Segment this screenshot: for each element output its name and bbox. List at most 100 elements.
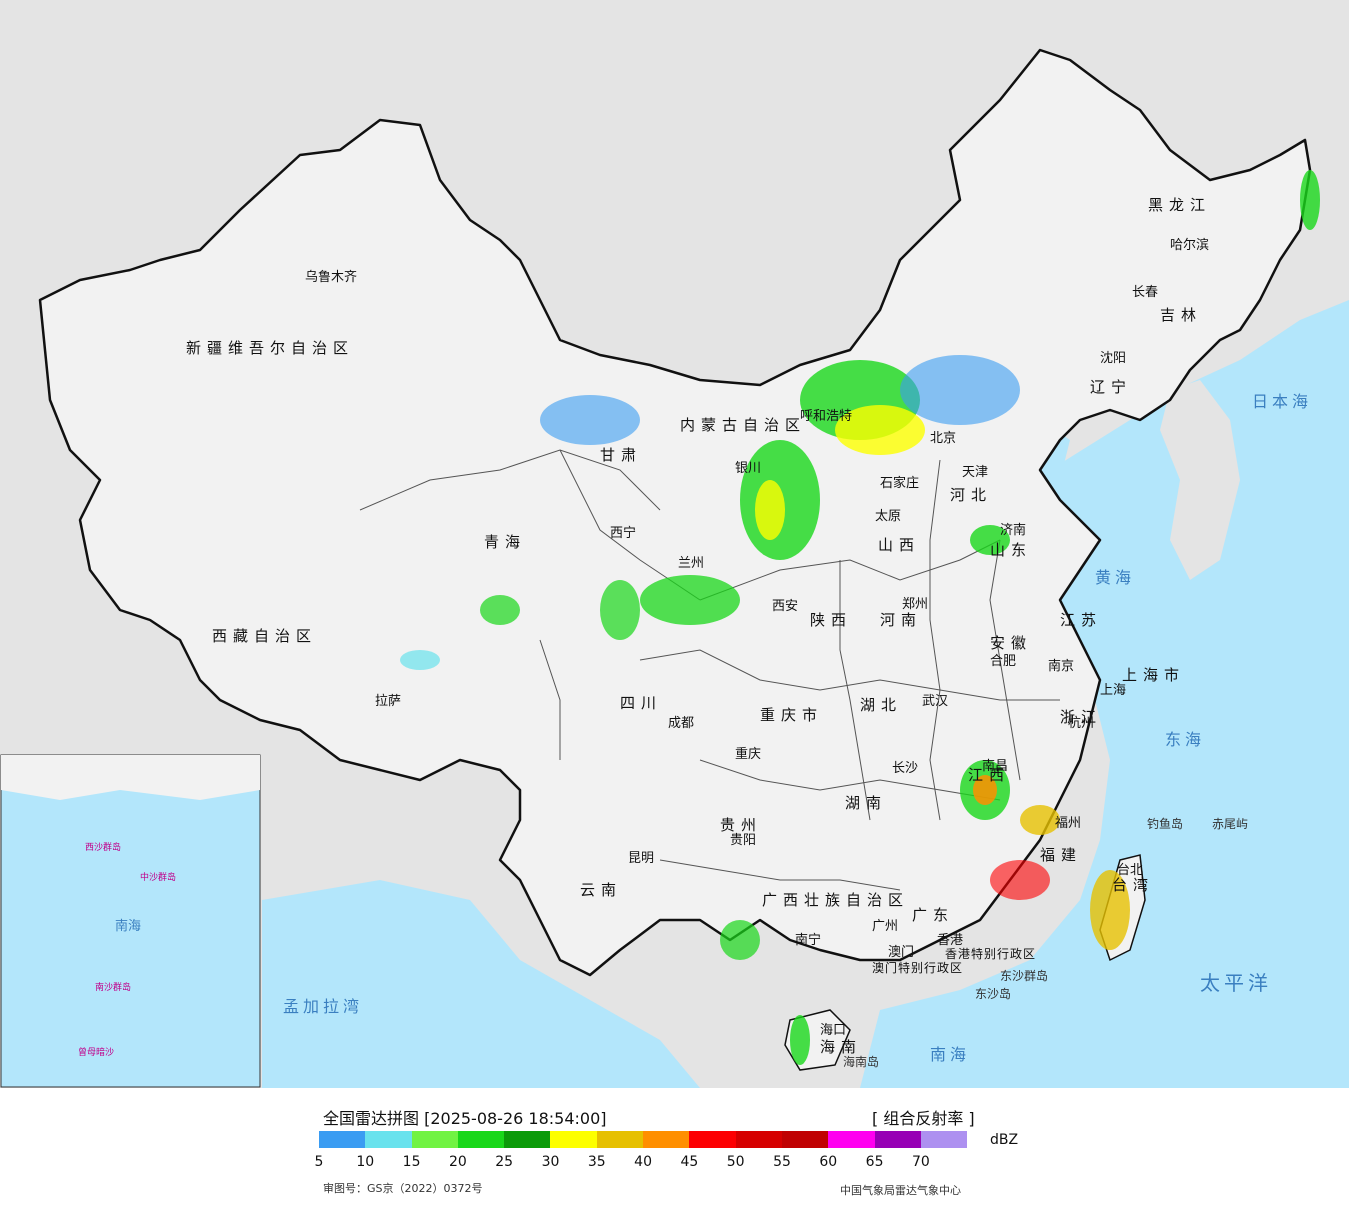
- city-fuzhou: 福州: [1055, 816, 1081, 831]
- label-hongkong: 香港特别行政区: [945, 946, 1036, 961]
- city-changsha: 长沙: [892, 761, 918, 776]
- city-nanjing: 南京: [1048, 658, 1074, 674]
- scale-swatch-12: [874, 1131, 921, 1148]
- island-labels: 钓鱼岛 赤尾屿 东沙群岛 东沙岛 海南岛: [843, 816, 1248, 1069]
- scale-swatch-13: [920, 1131, 968, 1148]
- scale-tick-label: 70: [911, 1154, 930, 1170]
- city-labels: 乌鲁木齐 拉萨 西宁 兰州 银川 呼和浩特 北京 天津 石家庄 太原 西安 郑州…: [305, 237, 1209, 1038]
- city-lanzhou: 兰州: [678, 556, 704, 571]
- scale-tick-label: 15: [402, 1154, 421, 1170]
- city-chengdu: 成都: [668, 716, 694, 731]
- scale-tick-label: 30: [541, 1154, 560, 1170]
- scale-tick-label: 50: [726, 1154, 745, 1170]
- city-nanchang: 南昌: [982, 758, 1008, 774]
- label-shandong: 山东: [990, 541, 1032, 559]
- south-china-sea-inset: 南海 中沙群岛 南沙群岛 西沙群岛 曾母暗沙: [0, 754, 261, 1088]
- scale-swatch-3: [457, 1131, 505, 1148]
- city-xining: 西宁: [610, 525, 636, 541]
- inset-nansha: 南沙群岛: [95, 981, 131, 993]
- sea-labels: 日本海 黄海 东海 太平洋 南海 孟加拉湾: [283, 392, 1312, 1064]
- label-macau: 澳门特别行政区: [872, 960, 963, 975]
- scale-swatch-11: [828, 1131, 875, 1148]
- label-zhejiang: 浙江: [1060, 708, 1102, 726]
- legend-panel: [0, 1088, 1349, 1208]
- city-macau: 澳门: [888, 944, 914, 960]
- island-diaoyu: 钓鱼岛: [1147, 816, 1183, 831]
- label-guangxi: 广西壮族自治区: [762, 891, 909, 909]
- city-shenyang: 沈阳: [1100, 351, 1126, 366]
- city-jinan: 济南: [1000, 522, 1026, 538]
- legend-title: 全国雷达拼图 [2025-08-26 18:54:00]: [323, 1109, 607, 1128]
- city-wuhan: 武汉: [922, 694, 948, 709]
- sea-east: 东海: [1165, 730, 1205, 749]
- city-chongqing: 重庆: [735, 746, 761, 762]
- label-taiwan: 台湾: [1112, 876, 1154, 894]
- scale-swatch-10: [781, 1131, 829, 1148]
- province-labels: 新疆维吾尔自治区 西藏自治区 青海 甘肃 内蒙古自治区 黑龙江 吉林 辽宁 河北…: [186, 196, 1211, 1056]
- inset-zhongsha: 中沙群岛: [140, 871, 176, 883]
- city-xian: 西安: [772, 599, 798, 614]
- label-jilin: 吉林: [1160, 306, 1202, 324]
- city-hongkong: 香港: [937, 933, 963, 948]
- label-shanxi: 山西: [878, 536, 920, 554]
- label-henan: 河南: [880, 611, 922, 629]
- city-hefei: 合肥: [990, 654, 1016, 669]
- scale-swatch-6: [596, 1131, 644, 1148]
- scale-swatch-7: [643, 1131, 690, 1148]
- city-hangzhou: 杭州: [1068, 716, 1094, 731]
- city-lhasa: 拉萨: [375, 694, 401, 709]
- label-hebei: 河北: [950, 486, 992, 504]
- city-kunming: 昆明: [628, 851, 654, 866]
- city-yinchuan: 银川: [735, 461, 761, 476]
- inset-sea-label: 南海: [115, 918, 141, 934]
- label-yunnan: 云南: [580, 881, 622, 899]
- label-gansu: 甘肃: [600, 446, 642, 464]
- island-chiwei: 赤尾屿: [1212, 817, 1248, 831]
- color-scale: [319, 1131, 968, 1148]
- island-dongsha-group: 东沙群岛: [1000, 968, 1048, 983]
- city-huhehaote: 呼和浩特: [800, 409, 852, 424]
- scale-tick-label: 5: [314, 1154, 324, 1170]
- city-beijing: 北京: [930, 431, 956, 446]
- city-shijiazhuang: 石家庄: [880, 475, 919, 491]
- label-hubei: 湖北: [860, 696, 902, 714]
- scale-swatch-4: [504, 1131, 551, 1148]
- city-shanghai: 上海: [1100, 683, 1126, 698]
- scale-swatch-2: [411, 1131, 458, 1148]
- label-sichuan: 四川: [620, 694, 662, 712]
- sea-japan: 日本海: [1252, 392, 1312, 411]
- label-hunan: 湖南: [845, 794, 887, 812]
- scale-tick-label: 35: [587, 1154, 606, 1170]
- source-label: 中国气象局雷达气象中心: [840, 1184, 961, 1197]
- city-taipei: 台北: [1117, 863, 1143, 878]
- label-neimenggu: 内蒙古自治区: [680, 416, 806, 434]
- label-anhui: 安徽: [990, 634, 1032, 652]
- label-heilongjiang: 黑龙江: [1148, 196, 1211, 214]
- sea-bengal: 孟加拉湾: [283, 997, 363, 1016]
- scale-tick-label: 40: [634, 1154, 652, 1170]
- city-tianjin: 天津: [962, 465, 988, 480]
- city-harbin: 哈尔滨: [1170, 237, 1209, 253]
- label-shaanxi: 陕西: [810, 611, 852, 629]
- label-hainan: 海南: [820, 1038, 862, 1056]
- scale-tick-label: 60: [819, 1154, 838, 1170]
- label-fujian: 福建: [1040, 846, 1082, 864]
- inset-zengmu: 曾母暗沙: [78, 1046, 114, 1058]
- china-outline: [38, 48, 1312, 977]
- scale-swatch-1: [365, 1131, 412, 1148]
- scale-tick-label: 55: [773, 1154, 791, 1170]
- sea-pacific: 太平洋: [1200, 971, 1272, 995]
- korea-peninsula: [1160, 380, 1240, 580]
- scale-tick-label: 25: [495, 1154, 514, 1170]
- scale-tick-label: 65: [865, 1154, 884, 1170]
- bay-of-bengal: [262, 880, 700, 1088]
- scale-swatch-0: [319, 1131, 366, 1148]
- city-guiyang: 贵阳: [730, 833, 756, 848]
- label-liaoning: 辽宁: [1090, 378, 1132, 396]
- legend-product: [ 组合反射率 ]: [872, 1109, 975, 1128]
- legend-unit: dBZ: [990, 1132, 1019, 1148]
- scale-swatch-9: [735, 1131, 782, 1148]
- label-xinjiang: 新疆维吾尔自治区: [186, 339, 354, 357]
- label-xizang: 西藏自治区: [212, 627, 317, 645]
- radar-map: 新疆维吾尔自治区 西藏自治区 青海 甘肃 内蒙古自治区 黑龙江 吉林 辽宁 河北…: [0, 0, 1349, 1088]
